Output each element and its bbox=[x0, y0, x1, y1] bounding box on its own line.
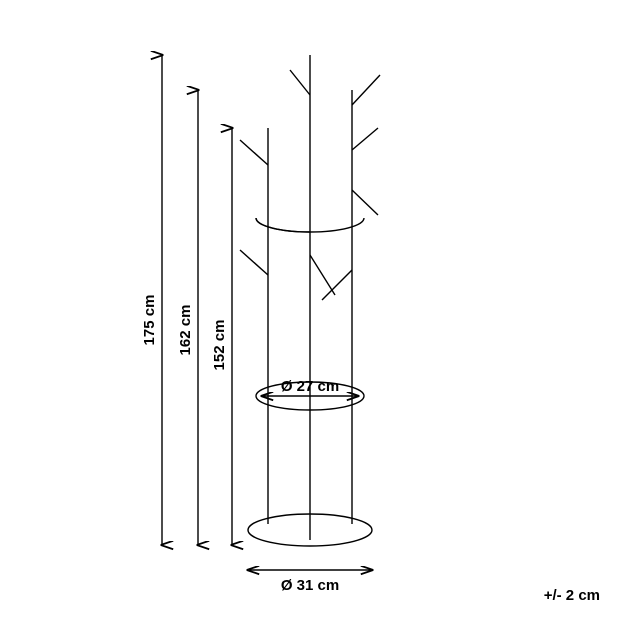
dim-height-175: 175 cm bbox=[141, 295, 158, 346]
tolerance-label: +/- 2 cm bbox=[544, 587, 600, 604]
dim-base-diameter: Ø 31 cm bbox=[281, 577, 339, 594]
dim-height-162: 162 cm bbox=[177, 305, 194, 356]
dimension-diagram: 175 cm 162 cm 152 cm Ø 27 cm Ø 31 cm +/-… bbox=[0, 0, 620, 620]
dim-shelf-diameter: Ø 27 cm bbox=[281, 378, 339, 395]
dim-height-152: 152 cm bbox=[211, 320, 228, 371]
coat-rack-drawing bbox=[240, 55, 380, 546]
height-dimensions bbox=[162, 55, 232, 545]
